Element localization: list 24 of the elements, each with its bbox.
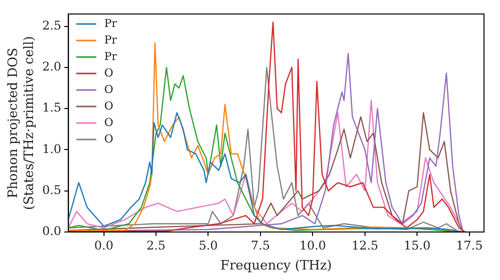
legend-label: Pr [104, 33, 118, 46]
legend-label: O [104, 132, 114, 146]
legend-label: O [104, 82, 114, 96]
x-axis-title: Frequency (THz) [220, 258, 332, 274]
x-tick-label: 12.5 [352, 238, 378, 252]
x-tick-label: 0.0 [94, 238, 114, 252]
x-tick-label: 2.5 [146, 238, 166, 252]
legend-label: O [104, 116, 114, 129]
legend-label: O [104, 99, 114, 112]
x-tick-label: 5.0 [198, 238, 218, 252]
x-tick-label: 10.0 [299, 238, 326, 252]
legend-label: Pr [104, 16, 118, 30]
y-tick-label: 1.0 [42, 142, 62, 156]
x-tick-label: 17.5 [456, 238, 483, 252]
x-tick-label: 7.5 [250, 238, 270, 252]
legend-label: Pr [104, 50, 118, 63]
y-axis-title: Phonon projected DOS (States/THz·primitive cell) [6, 36, 37, 210]
y-tick-label: 0.0 [42, 224, 62, 238]
y-tick-label: 1.5 [42, 100, 62, 115]
legend-label: O [104, 66, 114, 80]
y-tick-label: 2.0 [42, 60, 62, 74]
x-tick-label: 15.0 [404, 238, 431, 252]
y-tick-label: 0.5 [42, 182, 62, 197]
y-tick-label: 2.5 [42, 18, 62, 32]
